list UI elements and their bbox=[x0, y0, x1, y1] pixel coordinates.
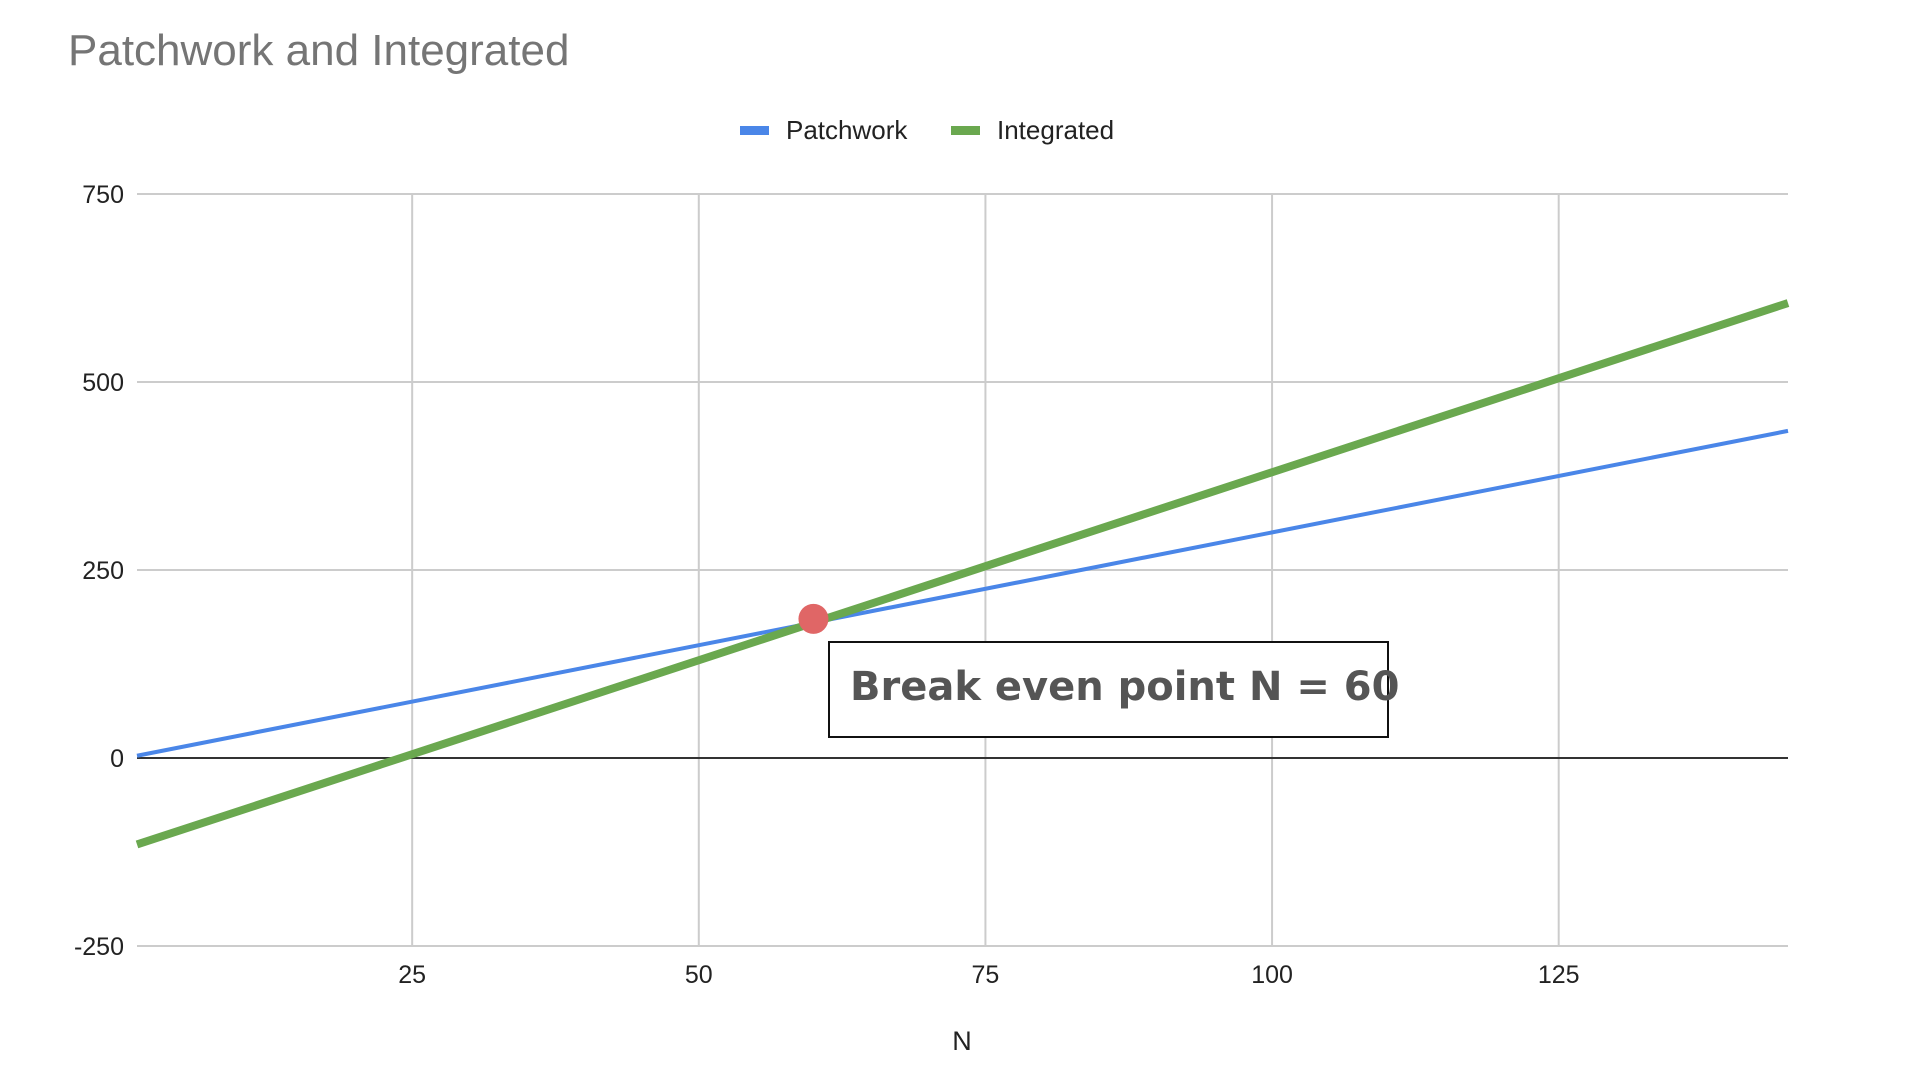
annotation-text: Break even point N = 60 bbox=[850, 664, 1400, 710]
x-tick-label: 125 bbox=[1538, 961, 1580, 989]
legend-label-patchwork: Patchwork bbox=[786, 115, 908, 145]
axis-labels: N bbox=[952, 1026, 972, 1056]
chart-title: Patchwork and Integrated bbox=[68, 26, 570, 75]
y-tick-label: 0 bbox=[110, 745, 124, 773]
legend-swatch-patchwork bbox=[740, 126, 769, 135]
legend-swatch-integrated bbox=[951, 126, 980, 135]
y-tick-label: 750 bbox=[82, 181, 124, 209]
tick-labels: -250 0 250 500 750 25 50 75 100 125 bbox=[74, 181, 1580, 989]
series-line-patchwork bbox=[136, 428, 1789, 758]
y-tick-label: -250 bbox=[74, 933, 124, 961]
x-axis-label: N bbox=[952, 1026, 972, 1056]
x-tick-label: 50 bbox=[685, 961, 713, 989]
legend: Patchwork Integrated bbox=[740, 115, 1114, 145]
legend-label-integrated: Integrated bbox=[997, 115, 1114, 145]
x-tick-label: 75 bbox=[972, 961, 1000, 989]
y-tick-label: 500 bbox=[82, 369, 124, 397]
x-tick-label: 100 bbox=[1251, 961, 1293, 989]
annotation-box bbox=[828, 641, 1389, 738]
series-line-integrated bbox=[135, 299, 1790, 849]
x-tick-label: 25 bbox=[398, 961, 426, 989]
series-lines bbox=[135, 299, 1790, 849]
y-tick-label: 250 bbox=[82, 557, 124, 585]
break-even-marker bbox=[798, 603, 829, 634]
break-even-marker-layer bbox=[798, 603, 829, 634]
